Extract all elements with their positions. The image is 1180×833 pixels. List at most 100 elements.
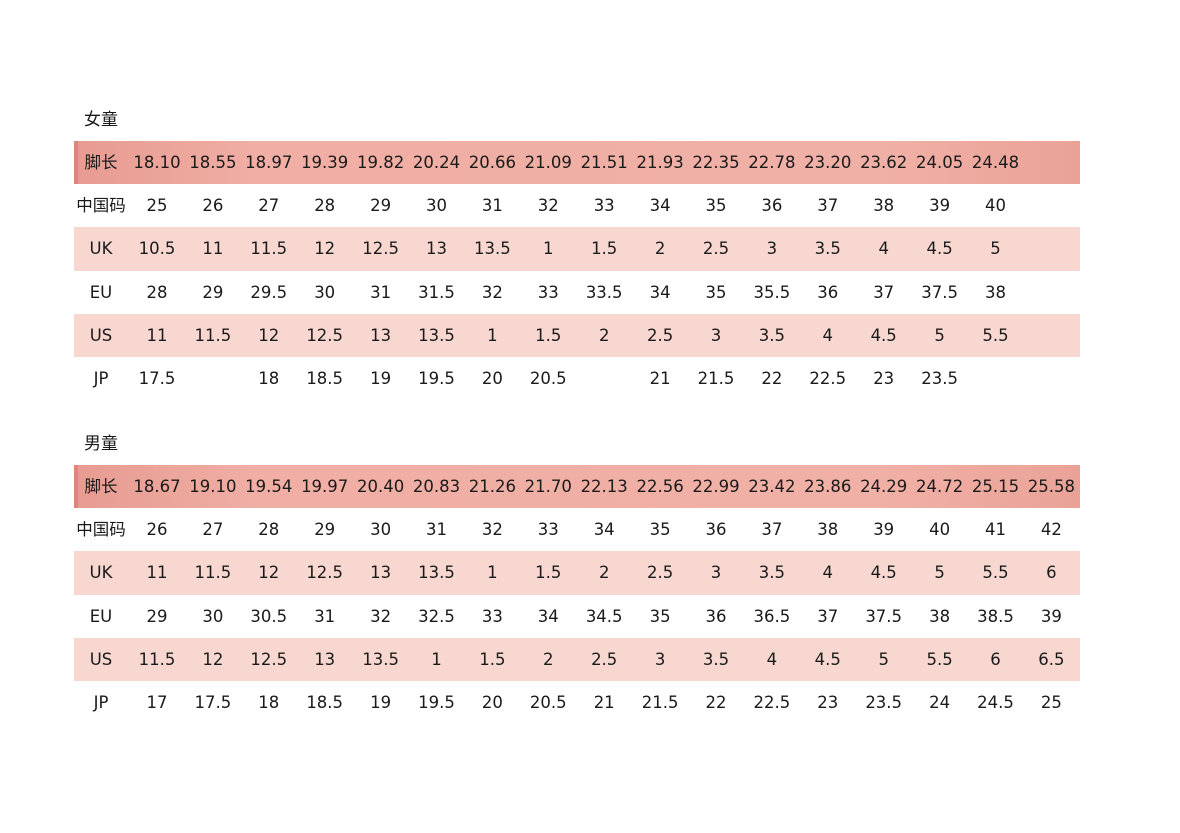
jp-cell: 17.5 — [138, 368, 176, 388]
foot-length-cell: 21.09 — [524, 153, 572, 172]
eu-row-label: EU — [89, 282, 113, 302]
jp-row-label: JP — [93, 368, 109, 388]
uk-cell: 4.5 — [870, 563, 897, 583]
jp-cell: 18.5 — [306, 692, 344, 712]
eu-cell: 38.5 — [977, 606, 1014, 626]
us-cell: 12.5 — [306, 325, 344, 345]
uk-cell: 12.5 — [306, 563, 344, 583]
boys-section-title: 男童 — [84, 434, 118, 454]
uk-row: UK 11 11.5 12 12.5 13 13.5 1 1.5 2 2.5 3 3.5 4 4.5 5 5.5… — [74, 551, 1080, 595]
eu-cell: 37 — [817, 606, 839, 626]
us-cell: 5 — [934, 325, 945, 345]
eu-cell: 34 — [649, 282, 671, 302]
uk-cell: 3 — [710, 563, 722, 583]
eu-cell: 35.5 — [753, 282, 791, 302]
us-cell: 11.5 — [194, 325, 232, 345]
jp-cell: 20 — [481, 368, 503, 388]
foot-length-cell: 18.67 — [133, 477, 181, 496]
china-size-cell: 27 — [258, 196, 280, 216]
china-size-cell: 38 — [873, 196, 895, 216]
eu-cell: 37.5 — [921, 282, 958, 302]
us-cell: 1.5 — [479, 649, 506, 669]
uk-cell: 2.5 — [646, 563, 674, 583]
jp-cell: 19 — [370, 692, 392, 712]
jp-cell: 23 — [873, 368, 895, 388]
eu-cell: 32 — [370, 606, 392, 626]
jp-cell: 23.5 — [921, 368, 958, 388]
uk-cell: 13 — [426, 239, 447, 259]
us-cell: 11.5 — [138, 649, 176, 669]
eu-cell: 33 — [537, 282, 559, 302]
uk-cell: 13.5 — [418, 563, 455, 583]
jp-cell: 25 — [1040, 692, 1062, 712]
uk-cell: 4 — [878, 239, 889, 259]
us-cell: 12.5 — [250, 649, 288, 669]
jp-cell: 17 — [146, 692, 168, 712]
china-size-cell: 30 — [370, 520, 392, 540]
eu-cell: 32 — [481, 282, 503, 302]
china-size-cell: 40 — [929, 520, 951, 540]
us-cell: 4.5 — [870, 325, 897, 345]
uk-cell: 3 — [766, 239, 778, 259]
uk-row-label: UK — [89, 239, 113, 259]
china-size-cell: 33 — [593, 196, 615, 216]
eu-cell: 34.5 — [585, 606, 623, 626]
uk-cell: 13.5 — [474, 239, 511, 259]
china-size-cell: 34 — [593, 520, 615, 540]
uk-row: UK 10.5 11 11.5 12 12.5 13 13.5 1 1.5 2 2.5 3 3.5 4 4.5… — [74, 227, 1080, 271]
jp-cell: 18.5 — [306, 368, 344, 388]
uk-cell: 2.5 — [702, 239, 730, 259]
jp-row: JP 17 17.5 18 18.5 19 19.5 20 20.5 21 21.5 22 22.5 23… — [74, 680, 1080, 725]
jp-cell: 22.5 — [809, 368, 847, 388]
china-size-cell: 40 — [985, 196, 1006, 216]
foot-length-cell: 21.93 — [636, 153, 684, 172]
eu-cell: 35 — [705, 282, 727, 302]
china-size-row-label: 中国码 — [76, 196, 126, 216]
eu-cell: 30.5 — [250, 606, 288, 626]
foot-length-cell: 18.10 — [133, 153, 181, 172]
eu-cell: 32.5 — [418, 606, 455, 626]
uk-cell: 1 — [487, 563, 498, 583]
jp-row: JP 17.5 18 18.5 19 19.5 20 20.5 21 21.5 22 22.5 23 23… — [74, 356, 1080, 401]
eu-cell: 29 — [202, 282, 224, 302]
eu-cell: 36 — [817, 282, 839, 302]
china-size-row: 中国码 25 26 27 28 29 30 31 32 33 34 35 36 37 38 39 40 — [74, 184, 1080, 228]
eu-cell: 30 — [314, 282, 336, 302]
eu-cell: 37.5 — [865, 606, 903, 626]
foot-length-cell: 22.99 — [692, 477, 740, 496]
jp-cell: 21 — [593, 692, 615, 712]
foot-length-cell: 23.20 — [804, 153, 852, 172]
uk-cell: 1.5 — [591, 239, 618, 259]
uk-cell: 6 — [1046, 563, 1057, 583]
us-cell: 2 — [543, 649, 554, 669]
jp-cell: 24.5 — [977, 692, 1014, 712]
eu-cell: 31 — [370, 282, 392, 302]
girls-size-table: 脚长 18.10 18.55 18.97 19.39 19.82 20.24 20.66 21.… — [74, 141, 1080, 401]
china-size-cell: 28 — [258, 520, 280, 540]
china-size-cell: 42 — [1040, 520, 1062, 540]
uk-cell: 5 — [934, 563, 945, 583]
jp-cell: 20.5 — [529, 692, 567, 712]
us-row-label: US — [89, 649, 113, 669]
uk-cell: 13 — [370, 563, 392, 583]
china-size-cell: 36 — [761, 196, 783, 216]
uk-row-label: UK — [89, 563, 113, 583]
eu-cell: 29.5 — [250, 282, 288, 302]
jp-cell: 24 — [929, 692, 951, 712]
boys-size-table: 脚长 18.67 19.10 19.54 19.97 20.40 20.83 21.26 21.… — [74, 465, 1080, 725]
foot-length-cell: 25.15 — [971, 477, 1020, 496]
foot-length-cell: 20.83 — [412, 477, 461, 496]
jp-cell: 21.5 — [641, 692, 679, 712]
us-cell: 4 — [766, 649, 778, 669]
china-size-cell: 32 — [537, 196, 559, 216]
jp-cell: 23.5 — [865, 692, 903, 712]
uk-cell: 5 — [990, 239, 1001, 259]
us-cell: 4 — [822, 325, 834, 345]
foot-length-cell: 22.35 — [692, 153, 740, 172]
china-size-cell: 38 — [817, 520, 839, 540]
eu-cell: 39 — [1040, 606, 1062, 626]
foot-length-cell: 22.56 — [636, 477, 684, 496]
foot-length-cell: 19.54 — [245, 477, 293, 496]
uk-cell: 10.5 — [138, 239, 176, 259]
eu-cell: 28 — [146, 282, 168, 302]
